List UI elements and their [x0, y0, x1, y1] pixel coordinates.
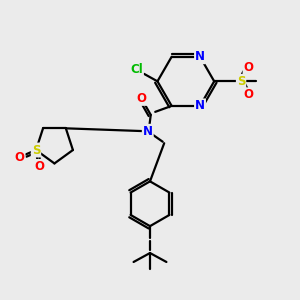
Text: O: O [244, 88, 254, 101]
Text: S: S [32, 143, 40, 157]
Text: O: O [15, 151, 25, 164]
Text: S: S [237, 75, 245, 88]
Text: O: O [34, 160, 44, 173]
Text: Cl: Cl [130, 63, 143, 76]
Text: N: N [195, 99, 205, 112]
Text: O: O [137, 92, 147, 105]
Text: O: O [244, 61, 254, 74]
Text: N: N [195, 50, 205, 63]
Text: N: N [143, 125, 153, 138]
